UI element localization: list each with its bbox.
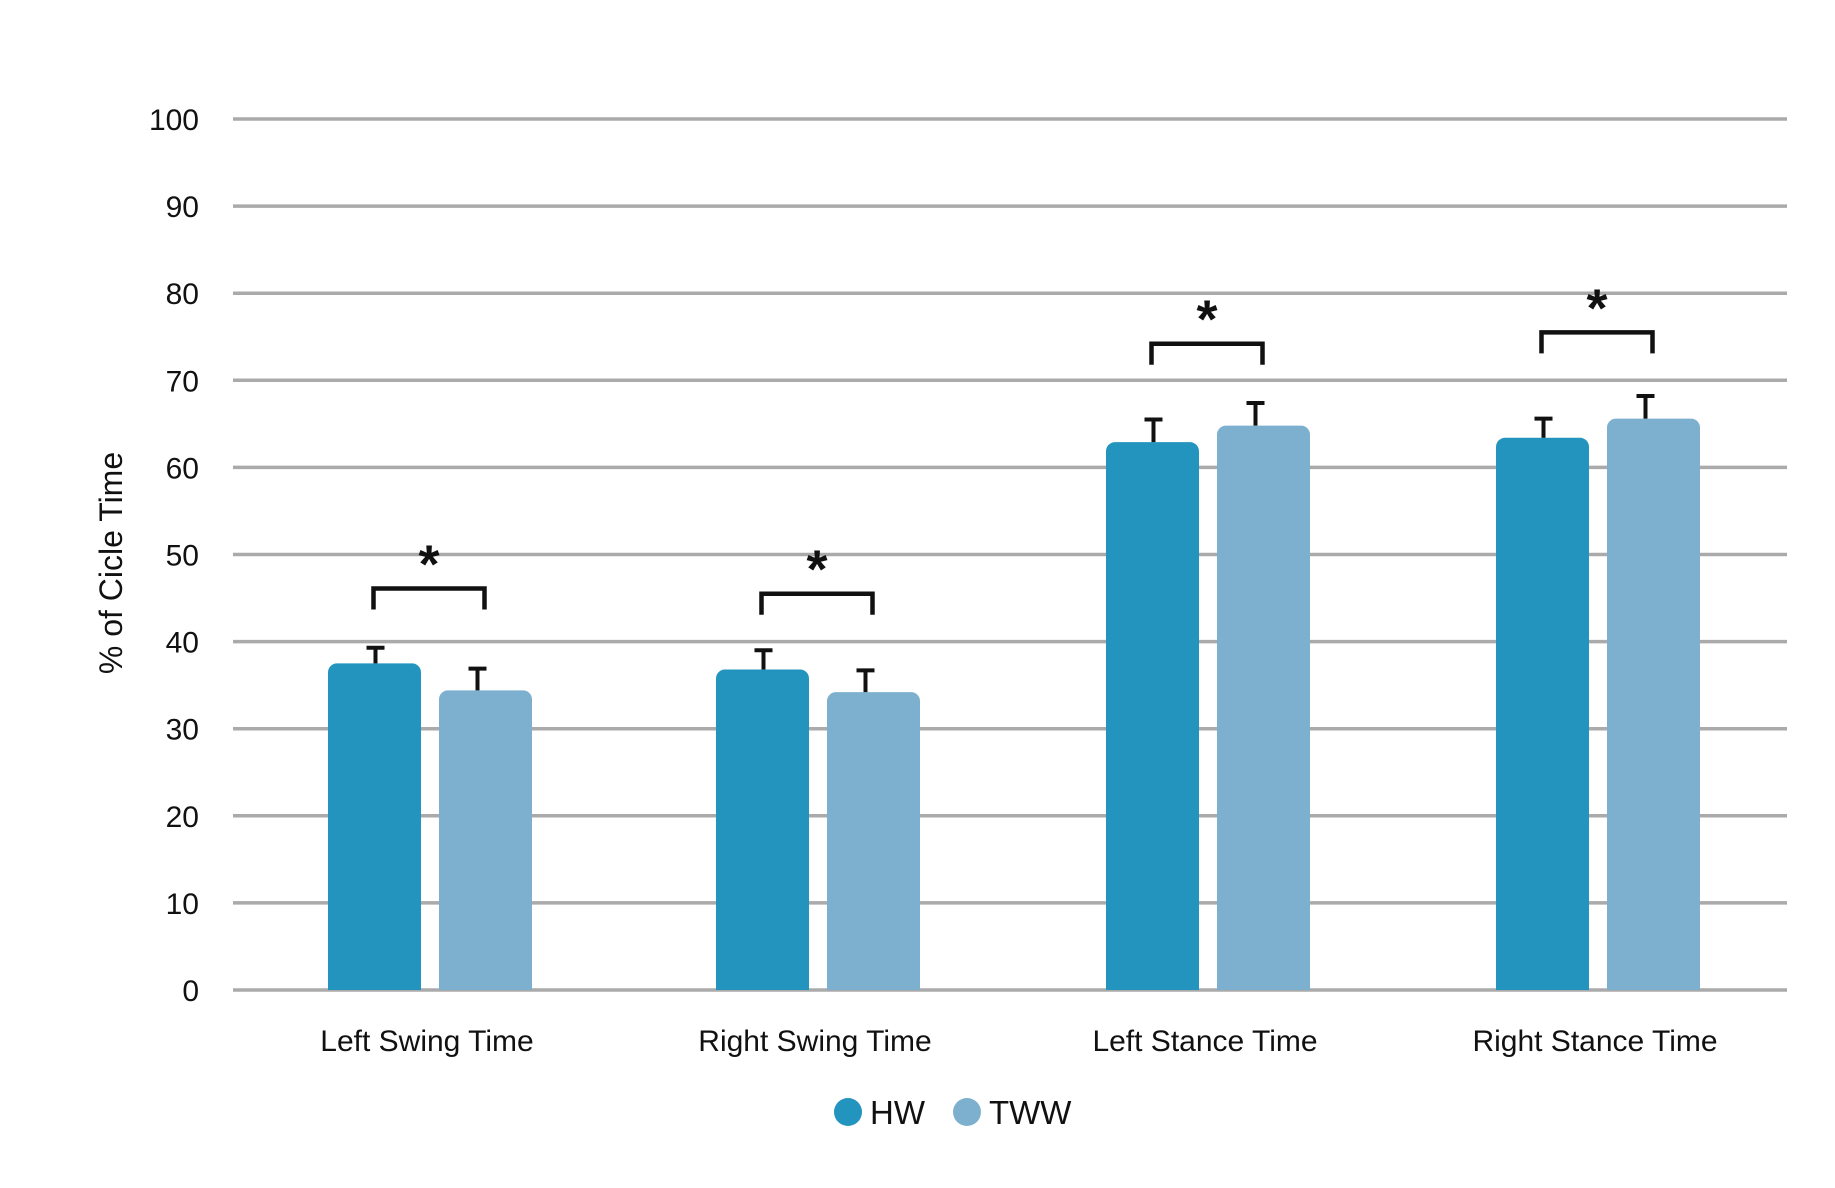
bar — [1607, 418, 1700, 990]
y-tick-labels: 0 10 20 30 40 50 60 70 80 90 100 — [149, 104, 199, 1008]
significance-bracket — [759, 591, 875, 615]
y-tick-label: 100 — [149, 104, 199, 137]
y-tick-label: 40 — [166, 627, 199, 660]
y-tick-label: 90 — [166, 191, 199, 224]
significance-bracket — [1539, 330, 1655, 354]
significance-star: * — [806, 540, 827, 600]
bar — [439, 690, 532, 990]
bar — [1106, 442, 1199, 990]
y-tick-label: 20 — [166, 801, 199, 834]
y-tick-label: 0 — [182, 975, 199, 1008]
x-category-label: Right Swing Time — [698, 1025, 931, 1058]
legend-marker — [953, 1098, 981, 1126]
bar-base — [439, 980, 532, 990]
y-tick-label: 80 — [166, 278, 199, 311]
y-tick-label: 10 — [166, 888, 199, 921]
bar-base — [328, 980, 421, 990]
bar — [1217, 425, 1310, 990]
legend-label: HW — [870, 1094, 926, 1131]
x-category-label: Left Swing Time — [320, 1025, 533, 1058]
x-category-label: Right Stance Time — [1472, 1025, 1717, 1058]
significance-star: * — [418, 534, 439, 594]
significance-star: * — [1586, 278, 1607, 338]
bar-base — [1607, 980, 1700, 990]
legend-marker — [834, 1098, 862, 1126]
legend-label: TWW — [989, 1094, 1072, 1131]
y-tick-label: 60 — [166, 452, 199, 485]
significance-bracket — [371, 586, 487, 610]
bar-base — [827, 980, 920, 990]
y-axis-title: % of Cicle Time — [93, 452, 129, 674]
x-category-labels: Left Swing Time Right Swing Time Left Stan… — [320, 1025, 1717, 1058]
y-tick-label: 70 — [166, 365, 199, 398]
significance-markers: * * * * — [371, 278, 1655, 615]
bar-base — [716, 980, 809, 990]
x-category-label: Left Stance Time — [1092, 1025, 1317, 1058]
legend: HW TWW — [834, 1094, 1072, 1131]
y-tick-label: 30 — [166, 714, 199, 747]
bar — [827, 692, 920, 990]
bar — [328, 663, 421, 990]
bar-base — [1106, 980, 1199, 990]
y-tick-label: 50 — [166, 540, 199, 573]
bar — [1496, 437, 1589, 990]
bars — [328, 418, 1700, 990]
bar-base — [1217, 980, 1310, 990]
significance-bracket — [1149, 341, 1265, 365]
bar — [716, 669, 809, 990]
error-bars — [366, 393, 1655, 693]
significance-star: * — [1196, 290, 1217, 350]
bar-base — [1496, 980, 1589, 990]
